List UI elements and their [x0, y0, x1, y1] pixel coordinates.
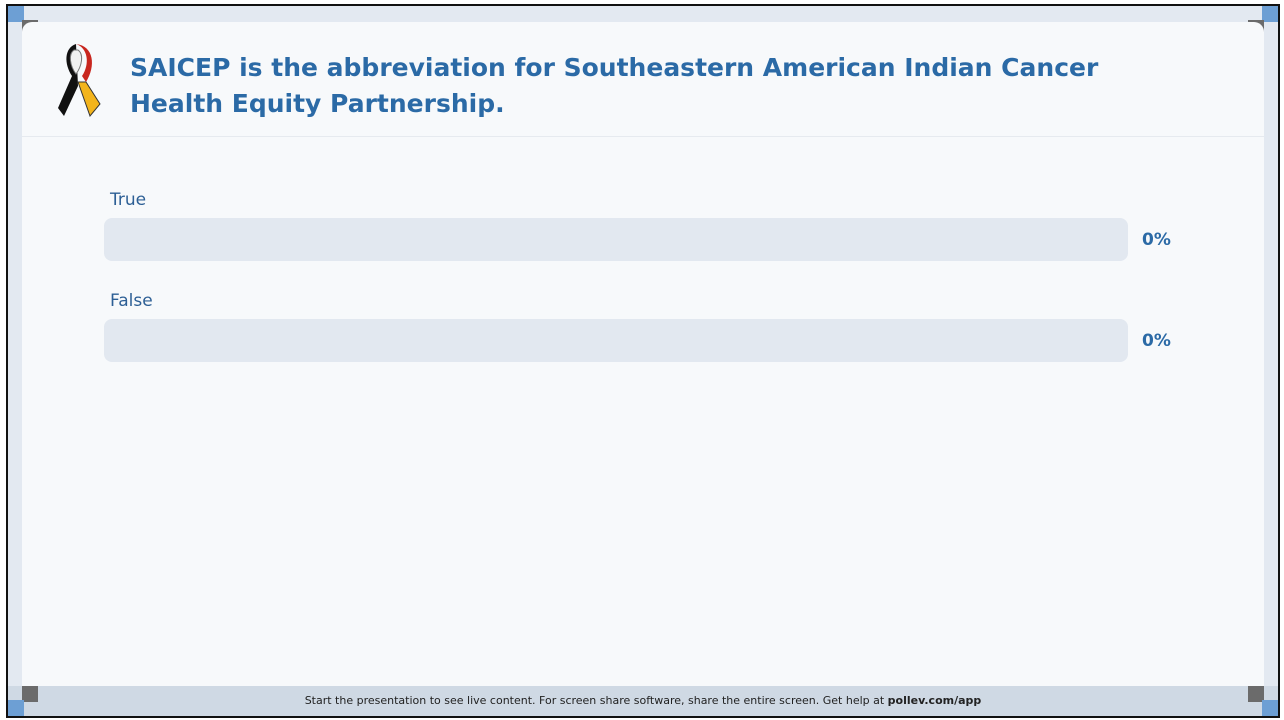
- poll-header: SAICEP is the abbreviation for Southeast…: [22, 22, 1264, 137]
- footer-text: Start the presentation to see live conte…: [304, 694, 885, 707]
- percent-label: 0%: [1142, 331, 1171, 351]
- help-link[interactable]: pollev.com/app: [887, 694, 982, 707]
- percent-label: 0%: [1142, 230, 1171, 250]
- corner-marker: [1248, 686, 1264, 702]
- question-title: SAICEP is the abbreviation for Southeast…: [130, 53, 1099, 118]
- ribbon-logo: [58, 44, 101, 117]
- footer-bar: Start the presentation to see live conte…: [8, 686, 1278, 716]
- corner-marker: [8, 6, 24, 22]
- presentation-frame: SAICEP is the abbreviation for Southeast…: [6, 4, 1280, 718]
- poll-panel: SAICEP is the abbreviation for Southeast…: [22, 22, 1264, 688]
- bar-track: [104, 319, 1128, 362]
- option-label: False: [110, 291, 153, 311]
- corner-marker: [8, 700, 24, 716]
- corner-marker: [22, 686, 38, 702]
- bar-track: [104, 218, 1128, 261]
- corner-marker: [1262, 6, 1278, 22]
- option-label: True: [110, 190, 147, 210]
- corner-marker: [1262, 700, 1278, 716]
